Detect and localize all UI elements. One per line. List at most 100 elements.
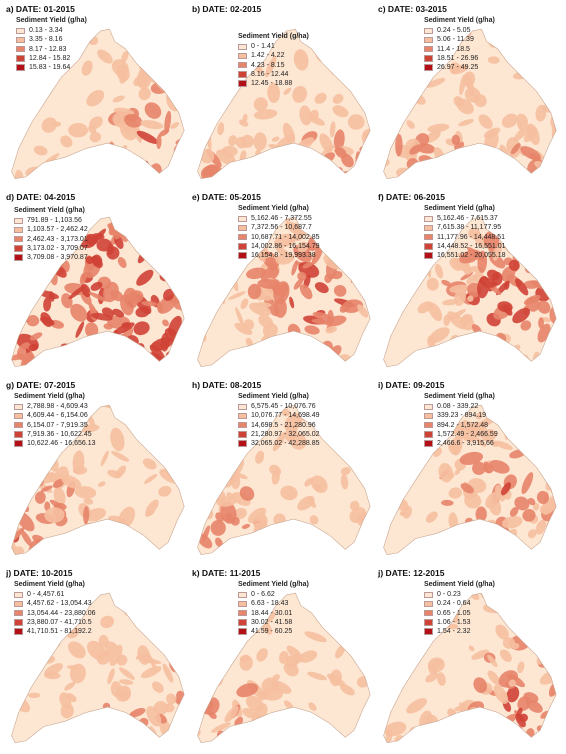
yield-patch xyxy=(144,102,162,119)
legend-entry: 0 - 1.41 xyxy=(238,42,309,51)
yield-patch xyxy=(348,174,361,179)
yield-patch xyxy=(59,172,81,179)
legend-entry: 13,054.44 - 23,880.06 xyxy=(14,609,96,618)
yield-patch xyxy=(272,159,289,172)
legend-label: 16,154.8 - 19,993.38 xyxy=(251,252,316,260)
legend-entry: 16,154.8 - 19,993.38 xyxy=(238,251,320,260)
yield-patch xyxy=(178,168,185,176)
legend-swatch xyxy=(14,431,23,438)
yield-patch xyxy=(301,351,315,361)
yield-patch xyxy=(459,451,484,465)
legend-swatch xyxy=(424,431,433,438)
legend-swatch xyxy=(238,71,247,78)
legend-entry: 5,162.46 - 7,372.55 xyxy=(238,214,320,223)
yield-patch xyxy=(383,51,385,59)
yield-patch xyxy=(383,282,385,301)
yield-patch xyxy=(277,2,296,24)
yield-patch xyxy=(35,79,43,103)
yield-patch xyxy=(28,343,39,352)
yield-patch xyxy=(109,386,119,397)
yield-patch xyxy=(291,260,298,276)
legend-title: Sediment Yield (g/ha) xyxy=(238,33,309,40)
yield-patch xyxy=(498,165,508,174)
yield-patch xyxy=(440,164,452,175)
yield-patch xyxy=(527,497,536,506)
yield-patch xyxy=(501,113,518,128)
yield-patch xyxy=(29,332,43,341)
yield-patch xyxy=(28,692,41,698)
yield-patch xyxy=(217,122,225,136)
yield-patch xyxy=(33,145,48,156)
legend: Sediment Yield (g/ha) 6,575.45 - 10,076.7… xyxy=(238,392,320,448)
legend-entry: 14,002.86 - 16,154.79 xyxy=(238,242,320,251)
legend-swatch xyxy=(424,243,433,250)
legend-title: Sediment Yield (g/ha) xyxy=(424,205,495,212)
legend-entry: 12.45 - 18.88 xyxy=(238,79,309,88)
yield-patch xyxy=(176,81,185,95)
legend-entry: 11,177.96 - 14,448.51 xyxy=(424,233,506,242)
yield-patch xyxy=(473,231,487,248)
legend-entry: 16,551.02 - 20,055.18 xyxy=(424,251,506,260)
yield-patch xyxy=(332,613,355,626)
yield-patch xyxy=(473,677,488,693)
yield-patch xyxy=(157,245,169,262)
yield-patch xyxy=(455,531,466,547)
yield-patch xyxy=(110,349,125,367)
yield-patch xyxy=(83,529,97,553)
legend: Sediment Yield (g/ha) 2,788.98 - 4,609.43… xyxy=(14,392,96,448)
yield-patch xyxy=(340,474,349,490)
yield-patch xyxy=(299,105,312,126)
legend-label: 4,609.44 - 6,154.06 xyxy=(27,412,88,420)
yield-patch xyxy=(177,228,185,241)
yield-patch xyxy=(314,172,328,179)
yield-patch xyxy=(502,637,516,649)
yield-patch xyxy=(219,741,232,743)
yield-patch xyxy=(124,217,133,223)
legend-swatch xyxy=(424,591,433,599)
legend-swatch xyxy=(16,64,25,71)
yield-patch xyxy=(43,296,52,312)
yield-patch xyxy=(52,478,65,488)
legend-entry: 2,466.6 - 3,915.66 xyxy=(424,439,498,448)
yield-patch xyxy=(12,509,19,524)
yield-patch xyxy=(311,348,323,353)
yield-patch xyxy=(501,515,523,529)
yield-patch xyxy=(475,413,483,420)
watershed-map xyxy=(197,592,371,743)
legend: Sediment Yield (g/ha) 5,162.46 - 7,372.55… xyxy=(238,204,320,260)
yield-patch xyxy=(250,728,267,737)
map-panel: h) DATE: 08-2015 Sediment Yield (g/ha) 6,5… xyxy=(190,378,376,564)
yield-patch xyxy=(347,114,365,130)
yield-patch xyxy=(546,468,555,484)
yield-patch xyxy=(484,736,496,743)
panel-title: f) DATE: 06-2015 xyxy=(378,192,445,202)
legend-entry: 3,709.08 - 3,970.87 xyxy=(14,253,88,262)
yield-patch xyxy=(149,607,161,616)
yield-patch xyxy=(521,472,534,495)
yield-patch xyxy=(435,263,444,279)
yield-patch xyxy=(11,313,16,327)
yield-patch xyxy=(364,255,371,264)
yield-patch xyxy=(449,62,460,74)
yield-patch xyxy=(211,722,231,733)
yield-patch xyxy=(533,455,550,464)
legend-label: 5,162.46 - 7,615.37 xyxy=(437,215,498,223)
yield-patch xyxy=(239,486,255,501)
yield-patch xyxy=(351,628,364,639)
yield-patch xyxy=(232,167,244,178)
legend-title: Sediment Yield (g/ha) xyxy=(238,581,309,588)
legend-entry: 14,698.5 - 21,280.96 xyxy=(238,421,320,430)
yield-patch xyxy=(299,343,315,359)
watershed-boundary xyxy=(197,28,371,179)
yield-patch xyxy=(239,367,256,376)
yield-patch xyxy=(349,405,363,409)
legend-entry: 12.84 - 15.82 xyxy=(16,54,87,63)
yield-patch xyxy=(532,737,545,743)
yield-patch xyxy=(447,471,455,479)
yield-patch xyxy=(312,311,333,321)
yield-patch xyxy=(210,519,226,536)
yield-patch xyxy=(158,48,180,63)
legend-label: 3,709.08 - 3,970.87 xyxy=(27,254,88,262)
yield-patch xyxy=(325,190,343,214)
yield-patch xyxy=(532,632,547,643)
